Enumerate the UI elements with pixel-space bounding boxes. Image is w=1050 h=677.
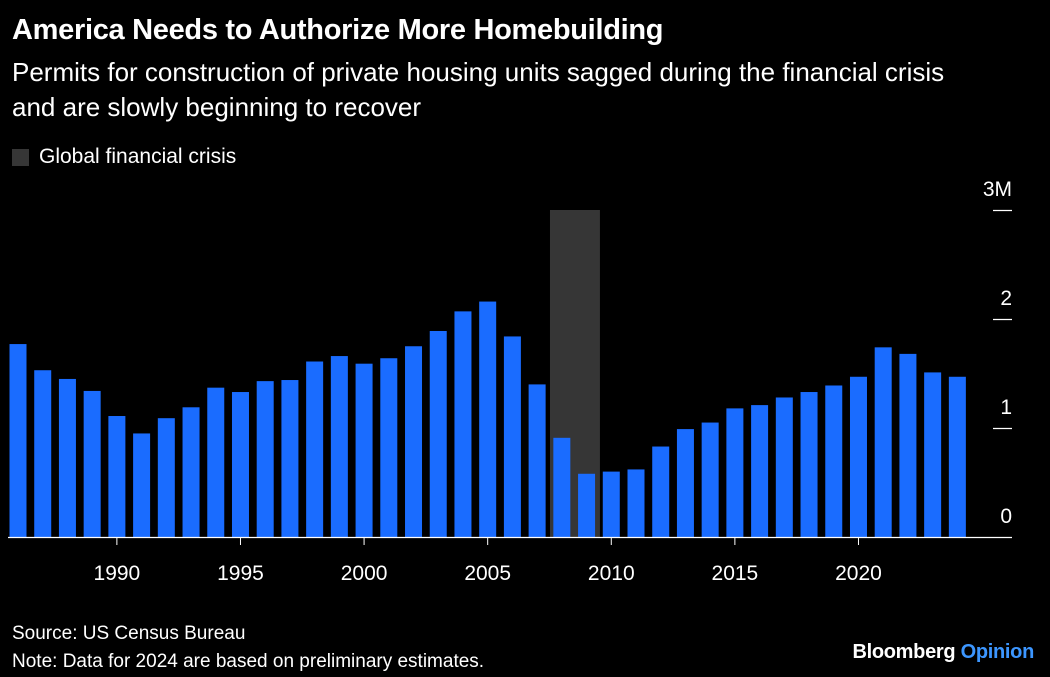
bar-2009 xyxy=(578,473,596,537)
bar-1992 xyxy=(157,418,175,537)
bar-2018 xyxy=(800,392,818,537)
source-note: Source: US Census Bureau xyxy=(12,623,246,644)
chart-title: America Needs to Authorize More Homebuil… xyxy=(12,14,664,46)
bar-1996 xyxy=(256,381,274,537)
bar-2012 xyxy=(652,446,670,537)
brand-accent: Opinion xyxy=(960,641,1035,663)
bar-1999 xyxy=(330,356,348,537)
bar-1989 xyxy=(83,390,101,537)
x-tick-label-2010: 2010 xyxy=(588,562,635,585)
bar-2011 xyxy=(627,469,645,537)
bar-2015 xyxy=(726,408,744,537)
bar-2013 xyxy=(676,429,694,537)
bar-2020 xyxy=(849,376,867,537)
bar-2022 xyxy=(899,353,917,537)
bar-1994 xyxy=(207,387,225,537)
bar-2024 xyxy=(948,376,966,537)
y-tick-label-2: 2 xyxy=(1000,287,1012,310)
bar-1986 xyxy=(9,344,27,537)
footer: Source: US Census Bureau Note: Data for … xyxy=(12,620,484,676)
bar-2014 xyxy=(701,422,719,537)
chart-subtitle: Permits for construction of private hous… xyxy=(12,57,945,122)
bar-1988 xyxy=(58,378,76,537)
legend: Global financial crisis xyxy=(12,145,236,169)
y-tick-label-0: 0 xyxy=(1000,505,1012,528)
legend-swatch xyxy=(12,148,29,166)
bar-1991 xyxy=(133,433,151,537)
bar-1995 xyxy=(231,392,249,537)
bar-1987 xyxy=(34,370,52,537)
y-tick-label-1: 1 xyxy=(1000,396,1012,419)
brand-name: Bloomberg xyxy=(852,641,956,663)
x-tick-label-1990: 1990 xyxy=(94,562,141,585)
bar-2001 xyxy=(380,358,398,537)
x-tick-label-2005: 2005 xyxy=(464,562,511,585)
bar-2003 xyxy=(429,330,447,537)
bar-2007 xyxy=(528,384,546,537)
bar-2017 xyxy=(775,397,793,537)
bar-2004 xyxy=(454,311,472,537)
bars-layer xyxy=(9,301,966,537)
bar-2002 xyxy=(405,346,423,537)
bar-2000 xyxy=(355,363,373,537)
bar-2016 xyxy=(751,405,769,537)
bar-1997 xyxy=(281,380,299,537)
bar-2010 xyxy=(602,471,620,537)
bar-2021 xyxy=(874,347,892,537)
bar-1998 xyxy=(306,361,324,537)
x-tick-label-2015: 2015 xyxy=(712,562,759,585)
brand-logo: Bloomberg Opinion xyxy=(852,641,1034,664)
bar-2019 xyxy=(825,385,843,537)
axis-layer: 1990 1995 2000 2005 2010 2015 2020 0 1 2 3M xyxy=(8,178,1012,585)
data-note: Note: Data for 2024 are based on prelimi… xyxy=(12,651,485,672)
bar-2006 xyxy=(503,336,521,537)
x-tick-label-1995: 1995 xyxy=(217,562,264,585)
legend-label: Global financial crisis xyxy=(39,145,237,168)
bar-2008 xyxy=(553,437,571,537)
bar-1990 xyxy=(108,416,126,537)
bar-1993 xyxy=(182,407,200,537)
bar-2023 xyxy=(924,372,942,537)
x-tick-label-2020: 2020 xyxy=(835,562,882,585)
bar-2005 xyxy=(479,301,497,537)
x-tick-label-2000: 2000 xyxy=(341,562,388,585)
y-tick-label-3: 3M xyxy=(983,178,1012,201)
